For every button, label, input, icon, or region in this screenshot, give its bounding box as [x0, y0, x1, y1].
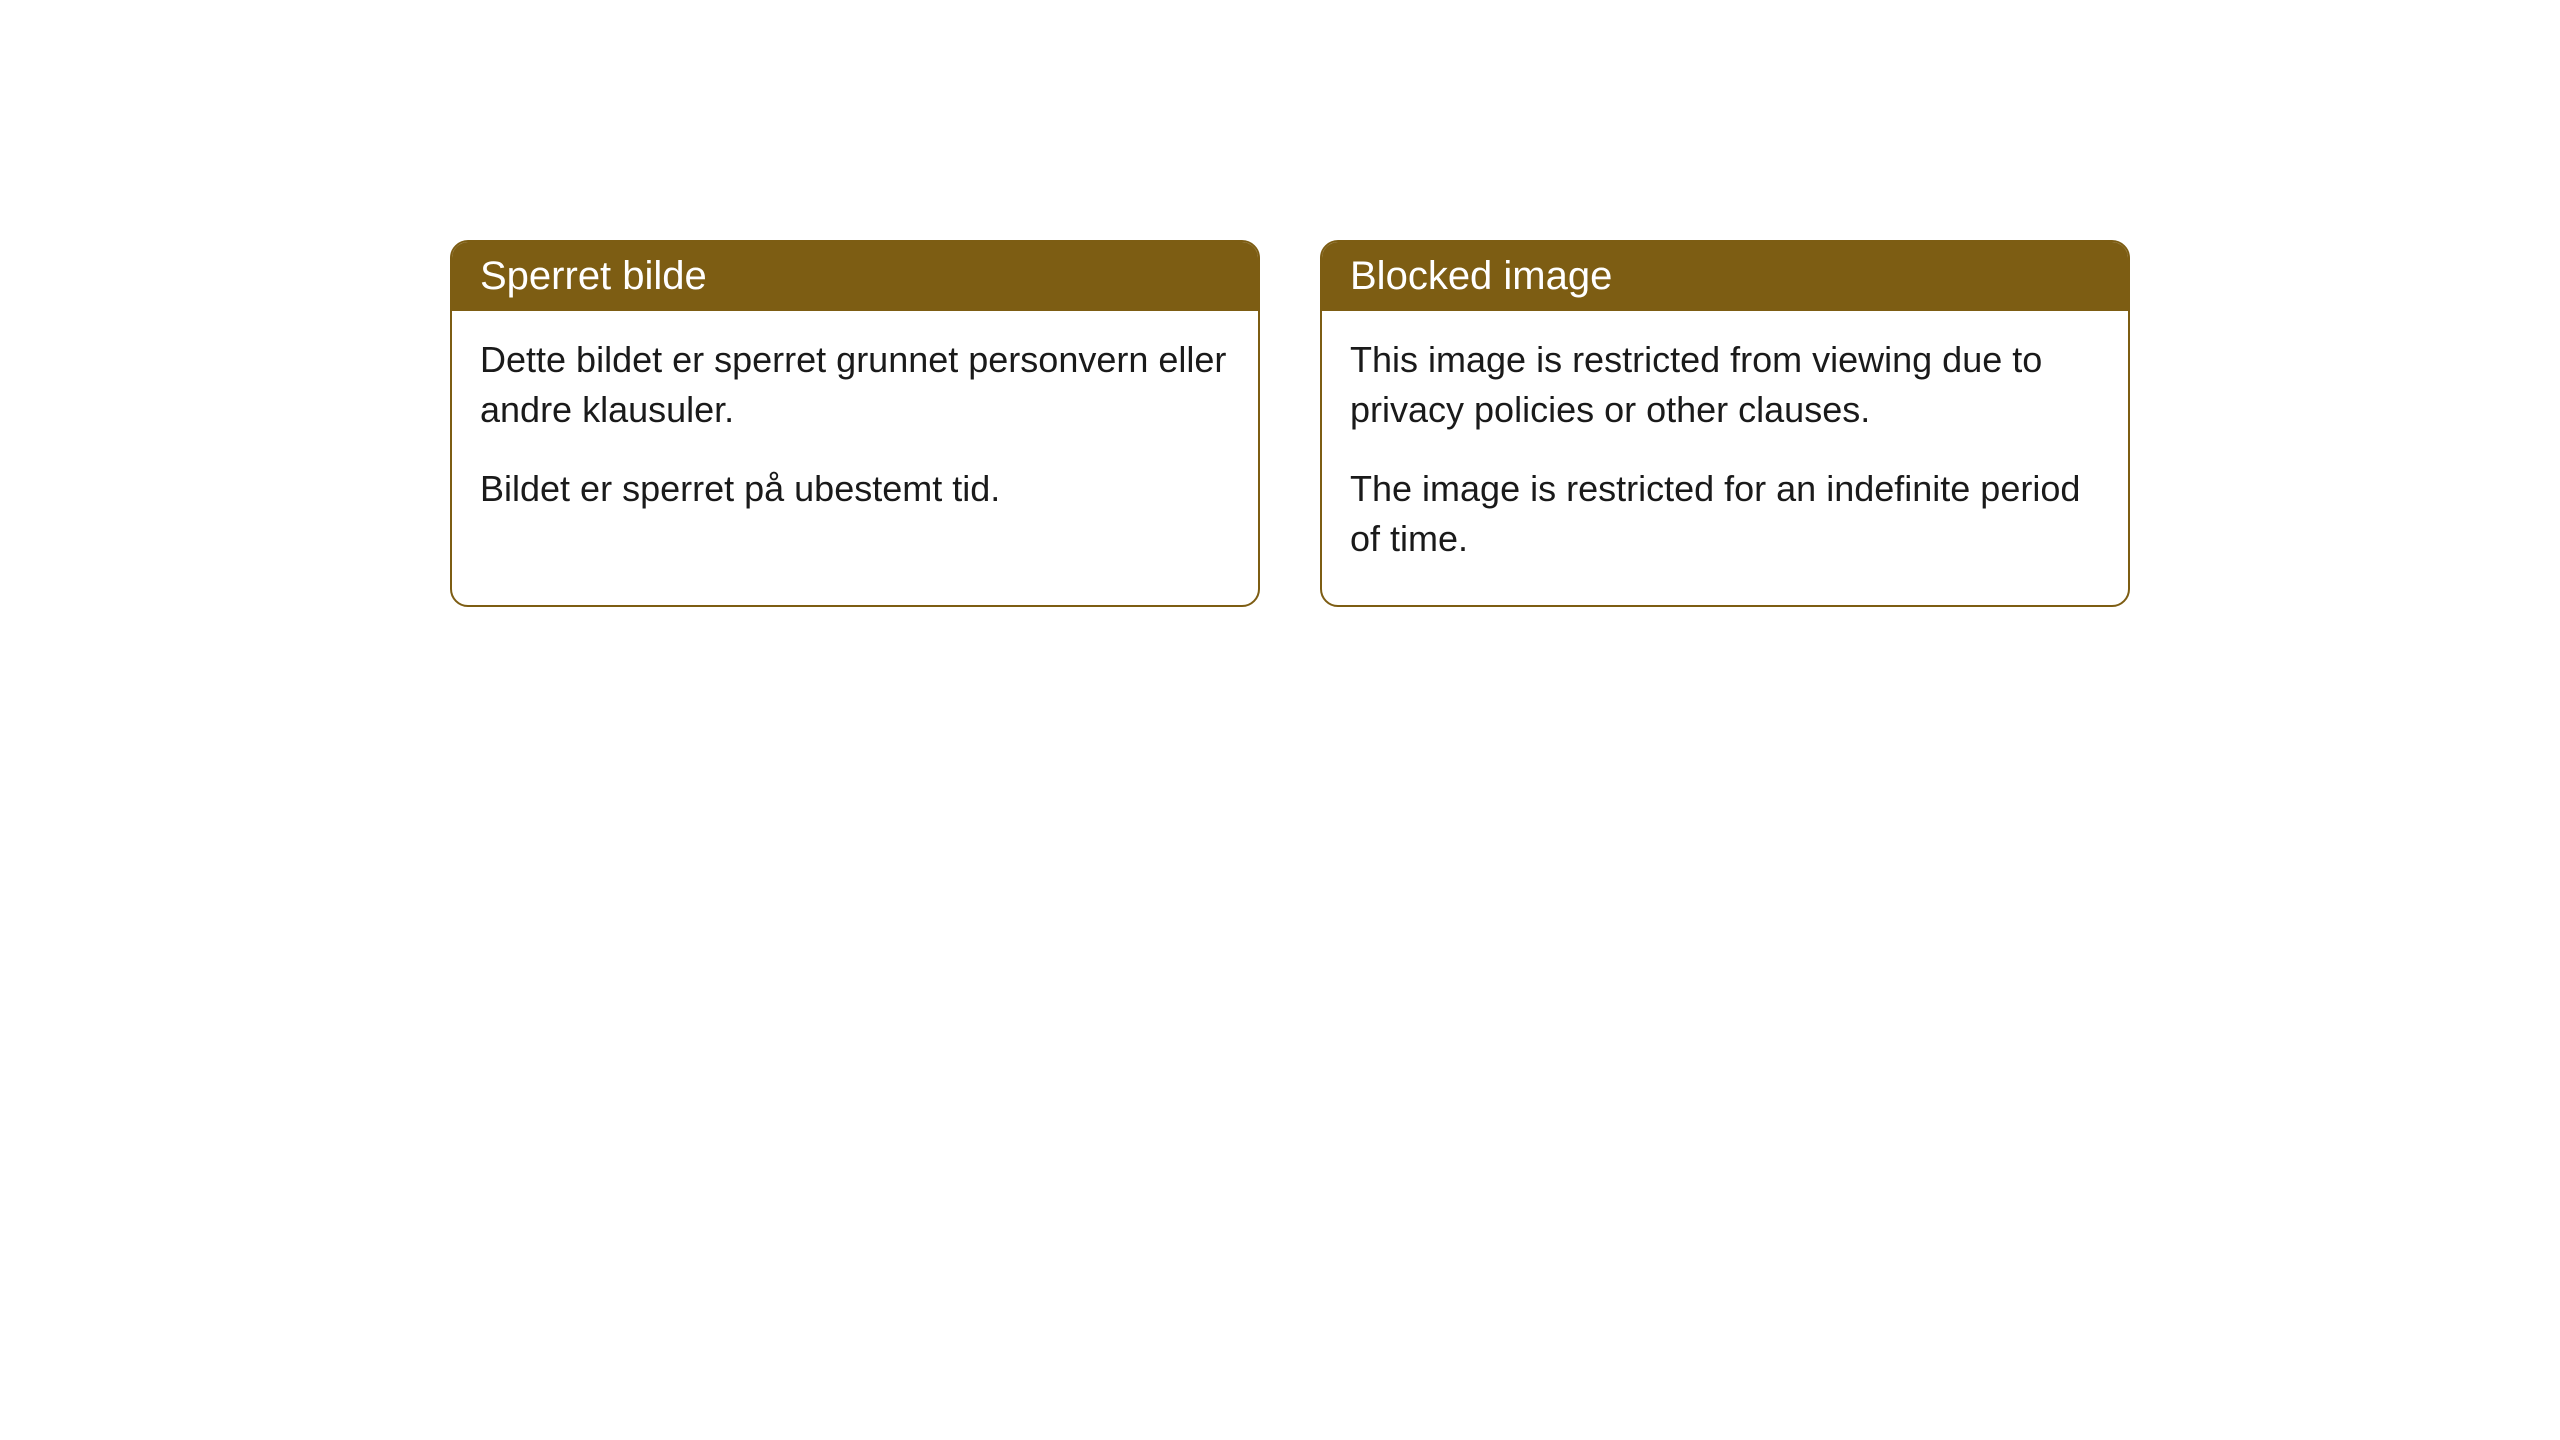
- card-paragraph: Bildet er sperret på ubestemt tid.: [480, 464, 1230, 514]
- card-paragraph: Dette bildet er sperret grunnet personve…: [480, 335, 1230, 436]
- card-paragraph: The image is restricted for an indefinit…: [1350, 464, 2100, 565]
- card-paragraph: This image is restricted from viewing du…: [1350, 335, 2100, 436]
- card-body-english: This image is restricted from viewing du…: [1322, 311, 2128, 605]
- card-header-norwegian: Sperret bilde: [452, 242, 1258, 311]
- card-body-norwegian: Dette bildet er sperret grunnet personve…: [452, 311, 1258, 554]
- card-norwegian: Sperret bilde Dette bildet er sperret gr…: [450, 240, 1260, 607]
- card-english: Blocked image This image is restricted f…: [1320, 240, 2130, 607]
- cards-container: Sperret bilde Dette bildet er sperret gr…: [450, 240, 2560, 607]
- card-header-english: Blocked image: [1322, 242, 2128, 311]
